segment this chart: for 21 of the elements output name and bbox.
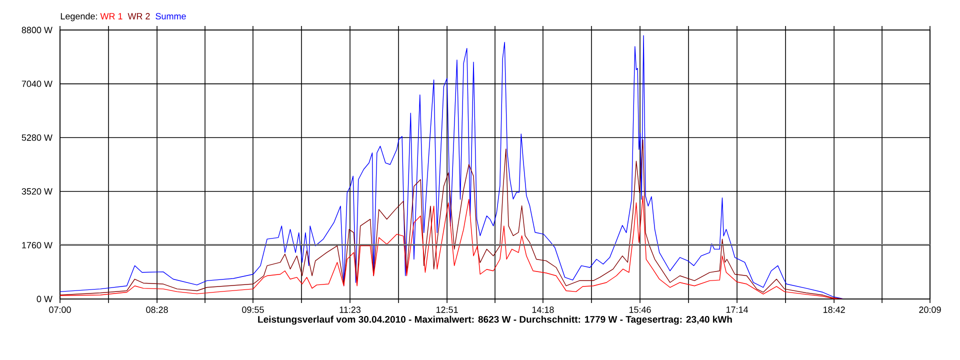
y-tick-label: 7040 W: [22, 80, 52, 87]
y-tick-label: 5280 W: [22, 134, 52, 141]
x-tick-label: 18:42: [824, 306, 845, 313]
x-tick-label: 12:51: [436, 306, 458, 313]
y-tick-label: 3520 W: [22, 188, 52, 195]
x-tick-label: 11:23: [340, 306, 361, 313]
text: WR 2: [128, 13, 150, 20]
y-tick-label: 1760 W: [22, 242, 52, 248]
x-tick-label: 09:55: [242, 306, 264, 313]
x-tick-label: 20:09: [919, 306, 941, 313]
x-tick-label: 07:00: [49, 306, 71, 313]
x-tick-label: 15:46: [629, 306, 651, 313]
x-tick-label: 14:18: [532, 306, 554, 313]
y-tick-label: 0 W: [36, 296, 52, 302]
x-tick-label: 17:14: [726, 306, 748, 313]
text: Summe: [156, 13, 186, 20]
legend-title: Legende:: [60, 12, 97, 22]
text: WR 1: [100, 13, 122, 20]
x-axis-title: Leistungsverlauf vom 30.04.2010 - Maximalwert: 8623 W - Durchschnitt: 1779 W - Tagesertrag: 23,40 kWh: [258, 316, 732, 325]
x-tick-label: 08:28: [146, 306, 168, 313]
y-tick-label: 8800 W: [22, 26, 52, 34]
